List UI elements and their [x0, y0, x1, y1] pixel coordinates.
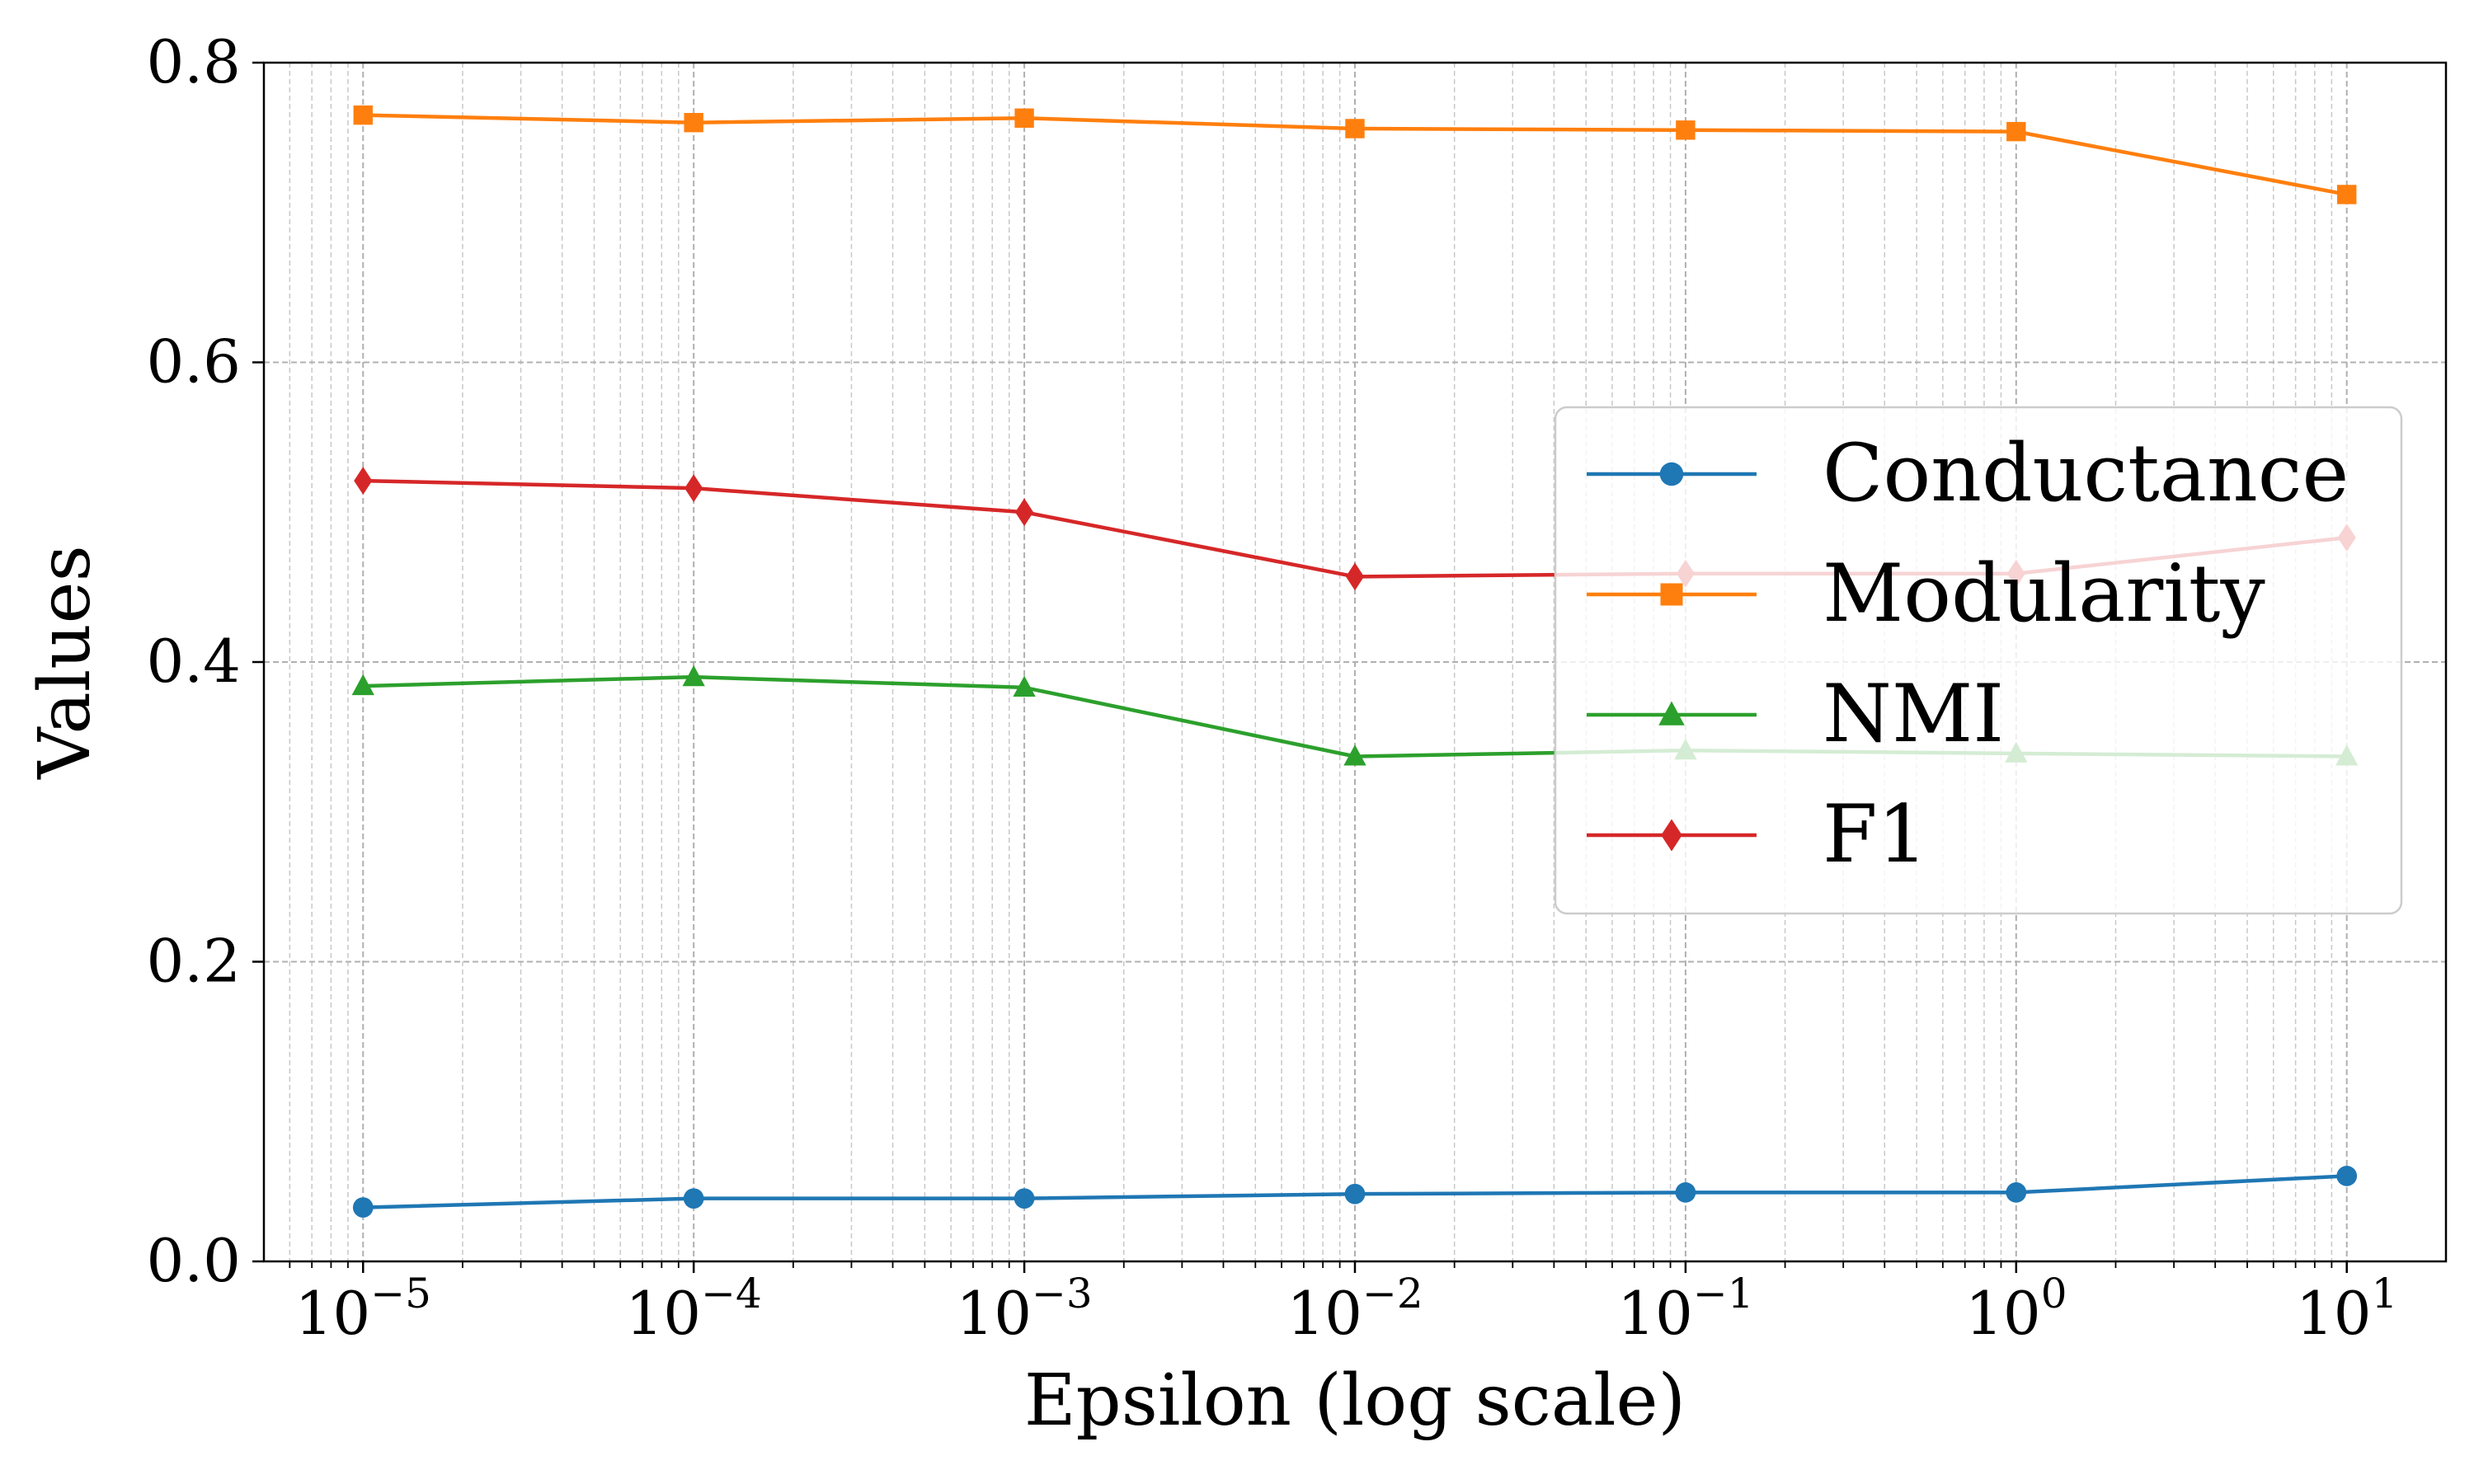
conductance-point: [2336, 1166, 2358, 1186]
modularity-point: [1676, 120, 1696, 140]
legend-box: [1554, 406, 2403, 915]
x-axis-ticks: 10−5 10−4 10−3 10−2 10−1 100 101: [289, 1261, 2397, 1348]
x-tick-label: 10−3: [956, 1270, 1092, 1348]
series-modularity: [353, 105, 2357, 204]
conductance-point: [683, 1188, 704, 1209]
conductance-point: [1344, 1183, 1366, 1205]
legend-label-f1: F1: [1823, 788, 1928, 881]
modularity-point: [1345, 119, 1365, 139]
minor-grid: [289, 63, 2333, 1261]
x-tick-label: 10−2: [1286, 1270, 1423, 1348]
y-axis-ticks: 0.0 0.2 0.4 0.6 0.8: [146, 27, 264, 1295]
modularity-point: [353, 105, 373, 125]
nmi-point: [682, 665, 705, 687]
x-tick-label: 10−5: [295, 1270, 431, 1348]
legend-marker-conductance: [1659, 462, 1684, 486]
legend-item-conductance: Conductance: [1587, 427, 2349, 519]
conductance-point: [1014, 1188, 1035, 1209]
f1-point: [354, 467, 373, 495]
y-tick-label: 0.4: [146, 627, 241, 696]
legend: Conductance Modularity NMI F1: [1554, 406, 2403, 915]
legend-label-conductance: Conductance: [1823, 427, 2349, 519]
x-tick-label: 10−4: [626, 1270, 762, 1348]
legend-item-modularity: Modularity: [1587, 547, 2265, 640]
nmi-point: [351, 674, 374, 696]
x-tick-label: 101: [2296, 1270, 2397, 1348]
y-tick-label: 0.2: [146, 927, 241, 996]
y-axis-label: Values: [24, 545, 106, 779]
conductance-point: [2006, 1182, 2027, 1203]
f1-point: [684, 474, 703, 503]
x-tick-label: 10−1: [1617, 1270, 1753, 1348]
modularity-point: [2006, 121, 2026, 142]
series-conductance: [352, 1166, 2358, 1218]
conductance-point: [352, 1197, 374, 1218]
y-tick-label: 0.8: [146, 27, 241, 96]
legend-item-f1: F1: [1587, 788, 1928, 881]
modularity-point: [684, 113, 703, 133]
f1-point: [1345, 562, 1365, 591]
x-tick-label: 100: [1965, 1270, 2067, 1348]
nmi-point: [1013, 675, 1036, 697]
x-axis-label: Epsilon (log scale): [1024, 1360, 1686, 1442]
legend-marker-f1: [1661, 819, 1682, 852]
legend-marker-modularity: [1660, 583, 1683, 606]
conductance-point: [1675, 1182, 1696, 1203]
y-tick-label: 0.6: [146, 327, 241, 397]
legend-label-nmi: NMI: [1823, 668, 2004, 760]
legend-item-nmi: NMI: [1587, 668, 2004, 760]
f1-point: [1015, 498, 1034, 527]
legend-label-modularity: Modularity: [1823, 547, 2265, 640]
modularity-point: [1014, 108, 1034, 128]
y-tick-label: 0.0: [146, 1226, 241, 1295]
legend-marker-nmi: [1658, 701, 1685, 726]
nmi-point: [1343, 744, 1366, 766]
modularity-point: [2337, 185, 2357, 204]
